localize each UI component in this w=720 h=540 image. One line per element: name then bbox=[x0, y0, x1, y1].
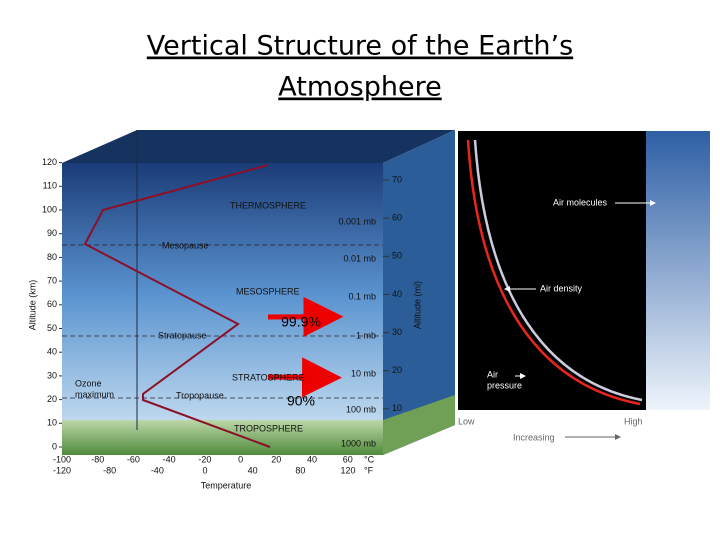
mi-tick-label: 70 bbox=[392, 174, 402, 184]
layer-label: Tropopause bbox=[176, 390, 224, 400]
fahrenheit-tick-label: 40 bbox=[248, 465, 258, 475]
arrow bbox=[267, 357, 343, 398]
mi-tick-label: 60 bbox=[392, 213, 402, 223]
km-tick-label: 100 bbox=[42, 204, 57, 214]
label: High bbox=[624, 416, 643, 426]
label: Air density bbox=[540, 283, 583, 293]
pressure-label: 1000 mb bbox=[341, 438, 376, 448]
unit: °C bbox=[364, 454, 375, 464]
label: Low bbox=[458, 416, 475, 426]
km-tick-label: 70 bbox=[47, 275, 57, 285]
celsius-tick-label: -80 bbox=[91, 454, 104, 464]
km-tick-label: 90 bbox=[47, 228, 57, 238]
mi-tick-label: 40 bbox=[392, 289, 402, 299]
mi-tick-label: 20 bbox=[392, 365, 402, 375]
fahrenheit-tick-label: -40 bbox=[151, 465, 164, 475]
axis-label: Temperature bbox=[201, 480, 252, 490]
mi-tick-label: 50 bbox=[392, 251, 402, 261]
ground bbox=[62, 420, 383, 455]
celsius-tick-label: -60 bbox=[127, 454, 140, 464]
km-tick-label: 20 bbox=[47, 394, 57, 404]
celsius-tick-label: 20 bbox=[271, 454, 281, 464]
km-tick-label: 110 bbox=[43, 181, 57, 191]
km-tick-label: 40 bbox=[47, 347, 57, 357]
temperature-profile bbox=[83, 164, 271, 448]
label: Air bbox=[487, 369, 498, 379]
km-tick-label: 80 bbox=[47, 252, 57, 262]
label: Increasing bbox=[513, 432, 555, 442]
mi-tick-label: 10 bbox=[392, 403, 402, 413]
celsius-tick-label: -40 bbox=[163, 454, 176, 464]
arrow bbox=[267, 296, 344, 337]
molecule-strip bbox=[646, 131, 710, 410]
pressure-curve bbox=[473, 139, 643, 402]
title: Vertical Structure of the Earth’s bbox=[147, 31, 573, 62]
label: Air molecules bbox=[553, 197, 608, 207]
label: pressure bbox=[487, 380, 522, 390]
layer-label: THERMOSPHERE bbox=[230, 200, 306, 210]
fahrenheit-tick-label: 0 bbox=[202, 465, 207, 475]
fahrenheit-tick-label: 120 bbox=[340, 465, 355, 475]
layer-label: Stratopause bbox=[158, 330, 207, 340]
title: Atmosphere bbox=[278, 72, 441, 103]
celsius-tick-label: 0 bbox=[238, 454, 243, 464]
layer-label: maximum bbox=[75, 389, 114, 399]
unit: °F bbox=[364, 465, 374, 475]
density-curve bbox=[466, 139, 641, 406]
layer-label: MESOSPHERE bbox=[236, 286, 300, 296]
celsius-tick-label: 40 bbox=[307, 454, 317, 464]
fahrenheit-tick-label: -120 bbox=[53, 465, 71, 475]
km-tick-label: 60 bbox=[47, 299, 57, 309]
pressure-label: 0.1 mb bbox=[348, 291, 376, 301]
celsius-tick-label: 60 bbox=[343, 454, 353, 464]
km-tick-label: 30 bbox=[47, 370, 57, 380]
density-panel bbox=[458, 131, 646, 410]
fahrenheit-tick-label: 80 bbox=[295, 465, 305, 475]
fahrenheit-tick-label: -80 bbox=[103, 465, 116, 475]
pressure-label: 0.001 mb bbox=[338, 216, 376, 226]
pressure-label: 1 mb bbox=[356, 330, 376, 340]
box-top bbox=[62, 130, 455, 163]
arrow-label: 90% bbox=[287, 393, 315, 409]
pressure-label: 100 mb bbox=[346, 404, 376, 414]
axis-label: Altitude (mi) bbox=[412, 281, 422, 329]
axis-label: Altitude (km) bbox=[27, 280, 37, 331]
km-tick-label: 0 bbox=[52, 441, 57, 451]
celsius-tick-label: -20 bbox=[198, 454, 211, 464]
layer-label: Mesopause bbox=[162, 240, 209, 250]
layer-label: Ozone bbox=[75, 378, 102, 388]
km-tick-label: 10 bbox=[47, 418, 57, 428]
celsius-tick-label: -100 bbox=[53, 454, 71, 464]
pressure-label: 10 mb bbox=[351, 368, 376, 378]
arrow-label: 99.9% bbox=[281, 314, 321, 330]
layer-label: STRATOSPHERE bbox=[232, 372, 305, 382]
ground-side bbox=[383, 395, 455, 455]
layer-label: TROPOSPHERE bbox=[234, 423, 303, 433]
km-tick-label: 120 bbox=[42, 157, 57, 167]
box-side bbox=[383, 130, 455, 455]
mi-tick-label: 30 bbox=[392, 327, 402, 337]
sky bbox=[62, 163, 383, 455]
pressure-label: 0.01 mb bbox=[343, 253, 376, 263]
km-tick-label: 50 bbox=[47, 323, 57, 333]
